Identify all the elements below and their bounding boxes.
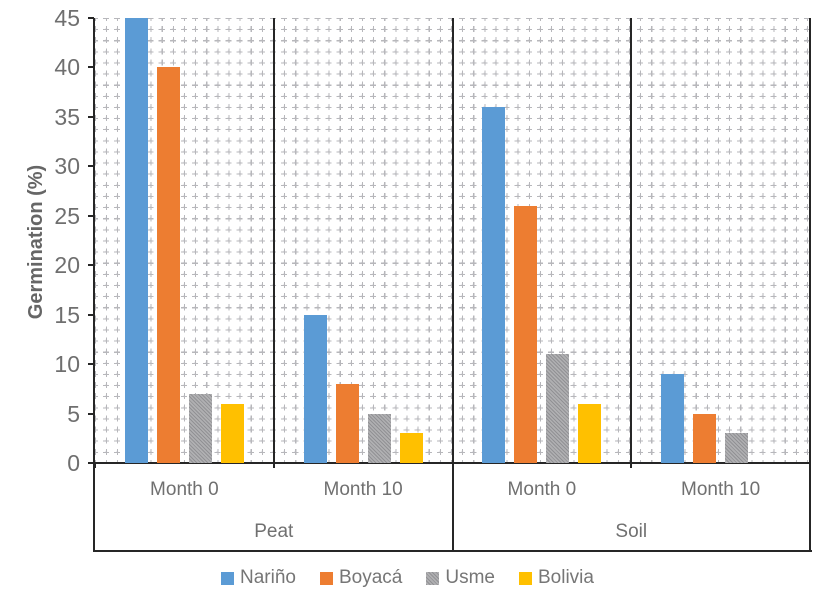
y-axis-tick [88,214,94,217]
y-axis-tick-label: 40 [54,54,80,81]
y-axis-tick [88,412,94,415]
legend-item-usme: Usme [426,568,495,588]
y-axis-tick-label: 0 [67,450,80,476]
panel-divider [451,18,454,551]
bar-bolivia-month 10-peat [399,433,423,463]
category-tick [94,463,96,468]
y-axis-tick-label: 30 [54,153,80,180]
category-tick [272,463,275,468]
x-axis-line [95,462,810,464]
category-label-month: Month 0 [507,479,577,500]
bar-boyaca-month 0-soil [514,205,538,463]
y-axis-tick-label: 25 [54,202,80,229]
category-label-panel: Peat [254,521,294,542]
category-label-month: Month 0 [150,479,219,500]
group-divider [630,18,633,463]
legend-swatch-usme [426,571,440,585]
y-axis-tick-label: 15 [54,301,80,328]
y-axis-tick [88,313,94,316]
bar-boyaca-month 10-peat [335,383,359,463]
bar-usme-month 10-peat [367,413,391,463]
category-box-bottom [93,550,812,552]
bar-usme-month 0-soil [546,354,570,463]
legend-label: Bolivia [538,567,594,588]
bar-narino-month 10-soil [661,374,685,463]
legend-label: Nariño [240,567,296,588]
y-axis-tick [88,363,94,366]
y-axis-tick [88,115,94,118]
legend-swatch-narino [221,571,235,585]
legend-swatch-bolivia [519,571,532,585]
bar-boyaca-month 10-soil [693,413,717,463]
bar-narino-month 0-soil [482,107,506,463]
legend-label: Boyacá [339,567,403,588]
y-axis-tick-label: 5 [67,400,80,427]
legend-label: Usme [445,567,495,588]
legend-item-narino: Nariño [221,568,296,588]
bar-usme-month 0-peat [188,393,212,463]
y-axis-tick [88,462,94,464]
category-tick [451,463,454,468]
bar-narino-month 0-peat [124,18,148,463]
legend-swatch-boyaca [320,571,333,585]
bar-boyaca-month 0-peat [156,67,180,463]
bar-bolivia-month 0-soil [578,403,602,463]
bar-bolivia-month 0-peat [220,403,244,463]
y-axis-tick [88,17,94,19]
legend-item-bolivia: Bolivia [519,568,594,588]
y-axis-tick-label: 10 [54,351,80,378]
category-tick [630,463,633,468]
y-axis-line [93,18,95,551]
legend: Nariño Boyacá Usme Bolivia [0,564,815,592]
y-axis-tick [88,264,94,267]
y-axis-tick [88,66,94,69]
category-label-panel: Soil [615,521,648,542]
y-axis-tick-label: 35 [54,103,80,130]
group-divider [272,18,275,463]
category-label-month: Month 10 [323,479,403,500]
bar-usme-month 10-soil [725,433,749,463]
plot-right-border [809,18,811,551]
legend-item-boyaca: Boyacá [320,568,402,588]
y-axis-tick-label: 20 [54,252,80,279]
y-axis-tick [88,165,94,168]
y-axis-tick-label: 45 [54,5,80,31]
category-label-month: Month 10 [681,479,761,500]
bar-narino-month 10-peat [303,314,327,463]
